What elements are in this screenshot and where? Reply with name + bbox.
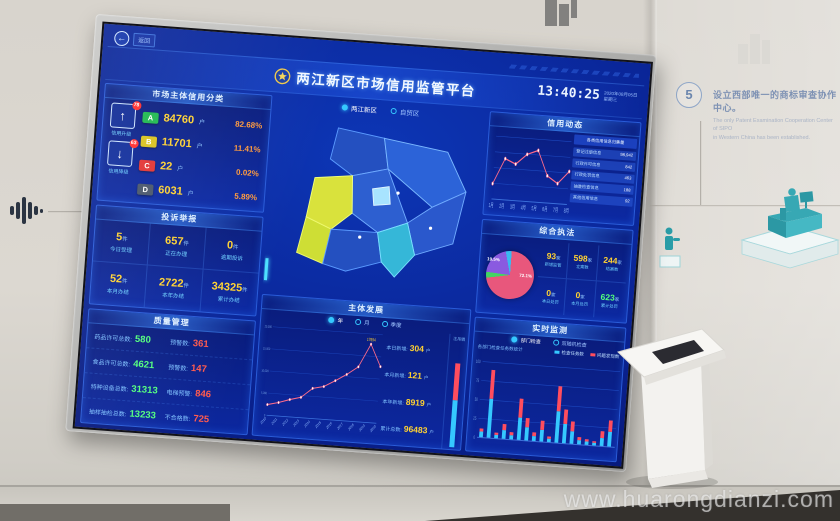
building-decal-light bbox=[738, 34, 770, 64]
right-column: 信用动态 1月 2月 3月 4月 5月 6月 7月 8月 各类信用信息归集量 登记注册信息 98… bbox=[464, 111, 642, 463]
note-connector-line bbox=[700, 121, 702, 205]
svg-text:50: 50 bbox=[474, 396, 478, 402]
title-wrap: 两江新区市场信用监管平台 bbox=[273, 65, 477, 100]
development-body: 20,000 15,000 10,000 5,000 0 2010 2011 2012 2013… bbox=[253, 320, 469, 450]
intel-body: 1月 2月 3月 4月 5月 6月 7月 8月 各类信用信息归集量 登记注册信息 98,942 … bbox=[483, 126, 639, 225]
dashboard-display: ← 返回 两江新区市场信用监管平台 13:40:25 bbox=[72, 21, 653, 469]
step-note-zh: 设立西部唯一的商标审查协作中心。 bbox=[713, 90, 837, 113]
svg-text:5月: 5月 bbox=[531, 205, 537, 213]
building-decal-dark bbox=[545, 0, 577, 26]
svg-text:2019: 2019 bbox=[359, 423, 366, 432]
svg-text:2012: 2012 bbox=[282, 418, 289, 427]
iso-desk-scene bbox=[740, 188, 840, 269]
watermark: www.huarongdianzi.com bbox=[563, 486, 834, 512]
svg-text:6月: 6月 bbox=[542, 206, 548, 214]
svg-text:3月: 3月 bbox=[510, 204, 516, 212]
step-note-en-line2: in Western China has been established. bbox=[713, 134, 811, 141]
svg-text:2018: 2018 bbox=[348, 423, 355, 432]
soundwave-icon bbox=[10, 197, 43, 224]
foreground-dark-edge bbox=[425, 490, 840, 521]
kiosk-screen bbox=[652, 340, 704, 364]
svg-text:2月: 2月 bbox=[499, 203, 505, 211]
intel-line-chart: 1月 2月 3月 4月 5月 6月 7月 8月 bbox=[488, 135, 572, 216]
intel-chart-wrap: 1月 2月 3月 4月 5月 6月 7月 8月 bbox=[486, 128, 575, 218]
svg-text:8月: 8月 bbox=[563, 208, 569, 216]
dashboard-header: 两江新区市场信用监管平台 13:40:25 2020年08月05日 星期三 bbox=[105, 45, 645, 120]
step-number-badge: 5 bbox=[676, 82, 702, 108]
svg-text:2013: 2013 bbox=[293, 418, 300, 427]
step-note-en: The only Patent Examination Cooperation … bbox=[713, 117, 838, 142]
svg-text:5,000: 5,000 bbox=[261, 390, 267, 395]
wall-line-right bbox=[650, 205, 840, 207]
svg-text:2015: 2015 bbox=[315, 420, 322, 429]
svg-text:2020: 2020 bbox=[369, 424, 376, 433]
credit-intel-panel: 信用动态 1月 2月 3月 4月 5月 6月 7月 8月 各类信用信息归集量 登记注册信息 98… bbox=[482, 111, 642, 226]
monitoring-panel: 实时监测 部门检查 双随机检查 各部门检查任务数统计 检查任务数 问题发现数 bbox=[464, 316, 627, 463]
svg-text:2011: 2011 bbox=[271, 417, 278, 426]
dashboard: ← 返回 两江新区市场信用监管平台 13:40:25 bbox=[75, 24, 651, 467]
svg-text:75: 75 bbox=[476, 377, 480, 383]
monitoring-bar-chart: 0 25 50 75 100 bbox=[473, 358, 621, 448]
svg-text:25: 25 bbox=[473, 415, 477, 421]
svg-text:10,000: 10,000 bbox=[261, 368, 269, 373]
svg-text:15,000: 15,000 bbox=[263, 346, 271, 351]
bottom-left-dark-strip bbox=[0, 504, 230, 521]
svg-text:1月: 1月 bbox=[488, 202, 494, 210]
step-note-texts: 设立西部唯一的商标审查协作中心。 The only Patent Examina… bbox=[713, 82, 838, 142]
iso-figure-small bbox=[659, 227, 681, 268]
development-panel: 主体发展 年 月 季度 20,000 15,000 10,000 5,000 0 2010… bbox=[251, 293, 472, 451]
monitoring-chart-wrap: 0 25 50 75 100 bbox=[466, 351, 623, 462]
district-map-panel bbox=[262, 112, 484, 305]
dashboard-body: 市场主体信用分类 ↑ 78 信用升级 ↓ bbox=[80, 80, 642, 463]
center-column: 两江新区 自贸区 bbox=[251, 95, 486, 451]
svg-text:20,000: 20,000 bbox=[265, 324, 273, 329]
svg-text:2016: 2016 bbox=[326, 421, 333, 430]
wall-step-note: 5 设立西部唯一的商标审查协作中心。 The only Patent Exami… bbox=[676, 82, 838, 142]
svg-text:0: 0 bbox=[473, 434, 476, 440]
svg-text:4月: 4月 bbox=[520, 204, 526, 212]
svg-text:100: 100 bbox=[476, 358, 482, 364]
emblem-icon bbox=[274, 67, 290, 84]
step-note-en-line1: The only Patent Examination Cooperation … bbox=[713, 118, 833, 133]
svg-text:17694: 17694 bbox=[367, 336, 377, 342]
kiosk-stand bbox=[617, 328, 726, 488]
development-chart-wrap: 20,000 15,000 10,000 5,000 0 2010 2011 2012 2013… bbox=[253, 320, 386, 444]
district-map[interactable] bbox=[262, 112, 484, 305]
svg-text:0: 0 bbox=[264, 413, 266, 418]
svg-text:7月: 7月 bbox=[553, 207, 559, 215]
svg-text:2010: 2010 bbox=[260, 416, 267, 425]
svg-text:2017: 2017 bbox=[337, 422, 344, 431]
svg-text:2014: 2014 bbox=[304, 419, 311, 428]
wall-line-left bbox=[48, 211, 100, 213]
wall-display-bezel: ← 返回 两江新区市场信用监管平台 13:40:25 bbox=[65, 14, 657, 473]
